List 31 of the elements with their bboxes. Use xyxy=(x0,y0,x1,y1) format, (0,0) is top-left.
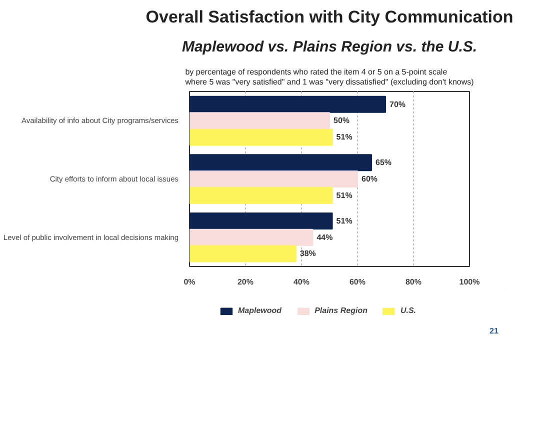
bar xyxy=(190,186,333,204)
data-label: 50% xyxy=(334,116,350,126)
bar xyxy=(190,228,314,246)
bar xyxy=(190,112,330,130)
legend-label: Maplewood xyxy=(238,306,282,315)
legend-label: U.S. xyxy=(400,306,418,315)
x-tick-label: 40% xyxy=(293,278,310,286)
data-label: 70% xyxy=(390,100,406,109)
data-label: 51% xyxy=(336,190,352,200)
data-label: 44% xyxy=(316,232,333,242)
x-tick-label: 60% xyxy=(349,278,366,286)
text: by percentage of respondents who rated the item 4 or 5 on a 5-point scale where 5 was "very satisfied" and 1 was "very dissatisfied" (excluding don't knows) xyxy=(184,68,474,86)
legend-label: Plains Region xyxy=(314,306,368,315)
chart-subtitle: Maplewood vs. Plains Region vs. the U.S. xyxy=(182,38,478,56)
bar xyxy=(190,170,358,188)
bar xyxy=(190,128,333,146)
x-tick-label: 20% xyxy=(237,278,254,286)
data-label: 38% xyxy=(300,249,316,258)
data-label: 51% xyxy=(336,132,352,142)
chart-title: Overall Satisfaction with City Communication xyxy=(146,8,514,26)
bar xyxy=(190,96,386,113)
bar xyxy=(190,245,296,262)
text: 21 xyxy=(490,326,499,336)
data-label: 51% xyxy=(336,216,352,226)
data-label: 60% xyxy=(362,174,378,184)
data-label: 65% xyxy=(376,158,392,168)
x-tick-label: 0% xyxy=(184,278,196,286)
x-tick-label: 100% xyxy=(459,278,480,286)
x-tick-label: 80% xyxy=(405,278,422,286)
bar xyxy=(190,154,372,172)
bar xyxy=(190,212,333,230)
